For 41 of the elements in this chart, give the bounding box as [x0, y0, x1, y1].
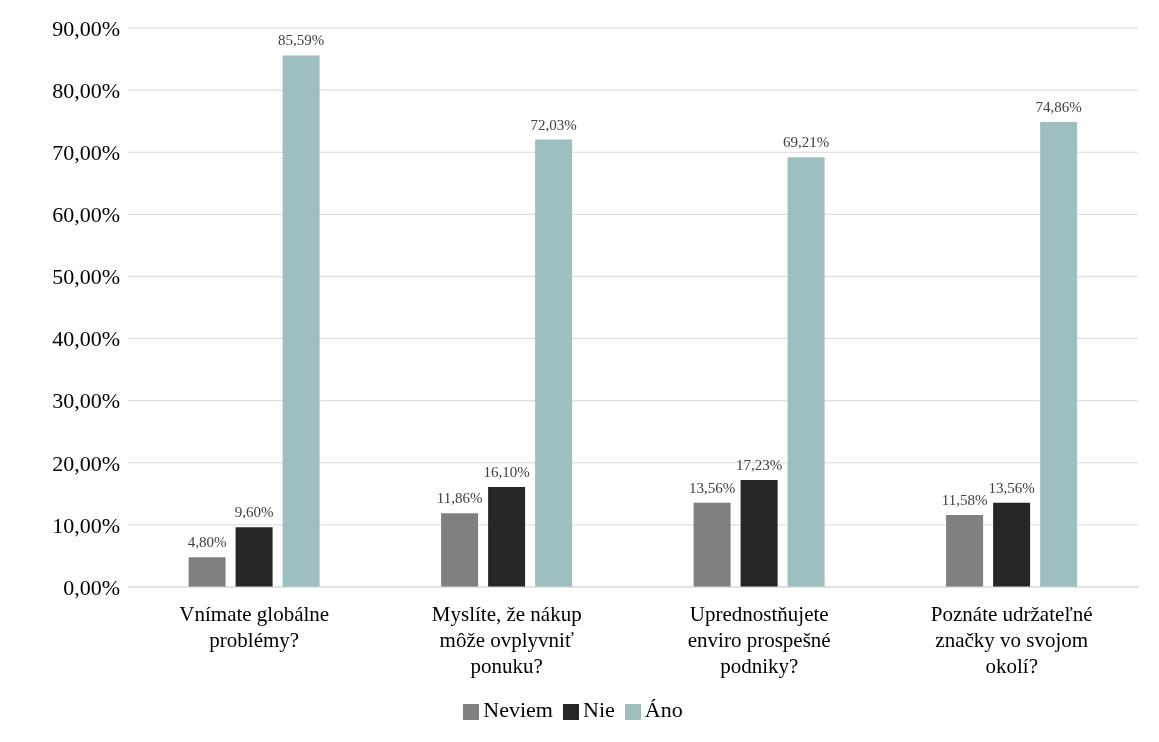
bar [787, 157, 825, 587]
data-label: 72,03% [530, 116, 577, 133]
y-tick-label: 0,00% [63, 574, 120, 600]
x-tick-label: Uprednostňujete enviro prospešné podniky? [687, 602, 831, 678]
bar [282, 55, 320, 587]
legend-label: Nie [583, 697, 615, 722]
data-label: 4,80% [187, 534, 227, 551]
y-tick-label: 90,00% [52, 15, 120, 41]
x-tick-label: Vnímate globálne problémy? [179, 602, 330, 652]
legend-label: Áno [644, 697, 683, 722]
x-tick-label: Poznáte udržateľné značky vo svojom okolí? [930, 602, 1093, 678]
y-tick-label: 30,00% [52, 388, 120, 414]
data-label: 13,56% [688, 479, 736, 496]
data-label: 11,86% [436, 490, 483, 507]
y-tick-label: 60,00% [52, 202, 120, 228]
data-label: 16,10% [483, 464, 530, 480]
data-label: 69,21% [782, 134, 830, 151]
data-label: 13,56% [988, 479, 1035, 496]
bar [993, 502, 1031, 587]
y-tick-label: 80,00% [52, 77, 120, 103]
y-tick-label: 40,00% [52, 326, 120, 352]
data-label: 74,86% [1035, 99, 1082, 116]
y-tick-label: 50,00% [52, 264, 120, 290]
legend-label: Neviem [483, 697, 553, 722]
data-label: 85,59% [277, 32, 325, 49]
bar [188, 557, 226, 587]
y-tick-label: 20,00% [52, 450, 120, 476]
bar [235, 527, 273, 587]
data-label: 11,58% [941, 492, 988, 509]
y-tick-label: 10,00% [52, 512, 120, 538]
bar [441, 513, 479, 587]
y-tick-label: 70,00% [52, 140, 120, 166]
bar [693, 502, 731, 587]
data-label: 9,60% [234, 504, 274, 521]
bar [1040, 122, 1078, 587]
bar [488, 487, 526, 587]
data-label: 17,23% [735, 456, 783, 473]
bar [535, 139, 573, 587]
x-tick-label: Myslíte, že nákup môže ovplyvniť ponuku? [431, 602, 582, 678]
bar [740, 479, 778, 587]
bar [946, 515, 984, 587]
